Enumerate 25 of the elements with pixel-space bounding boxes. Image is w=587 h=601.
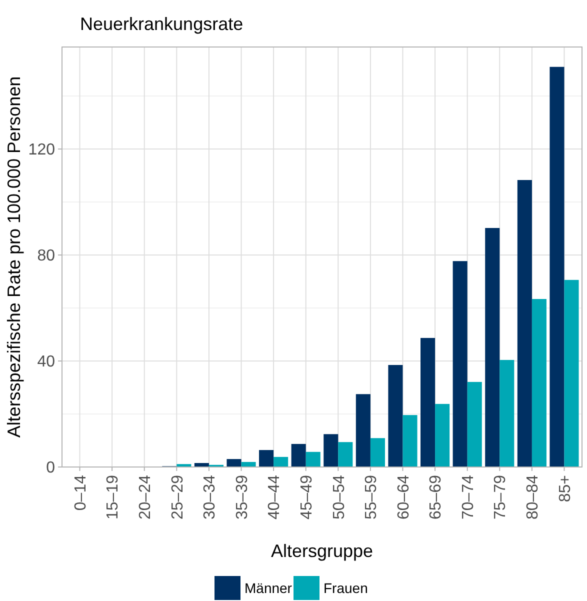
chart-title: Neuerkrankungsrate (80, 14, 244, 34)
x-tick-label: 45–49 (298, 474, 316, 520)
x-tick-label: 70–74 (460, 474, 477, 520)
x-tick-label: 0–14 (72, 474, 90, 511)
x-tick-label: 40–44 (266, 474, 284, 520)
x-tick-label: 75–79 (492, 474, 510, 520)
x-tick-label: 50–54 (330, 474, 348, 520)
x-tick-label: 80–84 (524, 474, 542, 520)
legend-label: Männer (244, 580, 292, 596)
x-axis-title: Altersgruppe (270, 541, 374, 561)
y-tick-label: 40 (37, 354, 56, 371)
x-tick-label: 25–29 (169, 474, 186, 520)
y-tick-label: 120 (28, 142, 56, 159)
x-tick-label: 55–59 (363, 474, 380, 520)
x-tick-label: 30–34 (202, 474, 219, 520)
y-tick-label: 0 (46, 460, 56, 477)
x-tick-label: 65–69 (428, 474, 445, 520)
legend-label: Frauen (324, 580, 368, 596)
x-tick-label: 35–39 (234, 474, 251, 520)
x-tick-label: 20–24 (136, 474, 154, 520)
y-tick-label: 80 (37, 248, 56, 265)
x-tick-label: 85+ (556, 475, 574, 502)
y-axis-title: Altersspezifische Rate pro 100.000 Personen (4, 76, 24, 438)
x-tick-label: 60–64 (395, 474, 412, 520)
x-tick-label: 15–19 (104, 474, 122, 520)
